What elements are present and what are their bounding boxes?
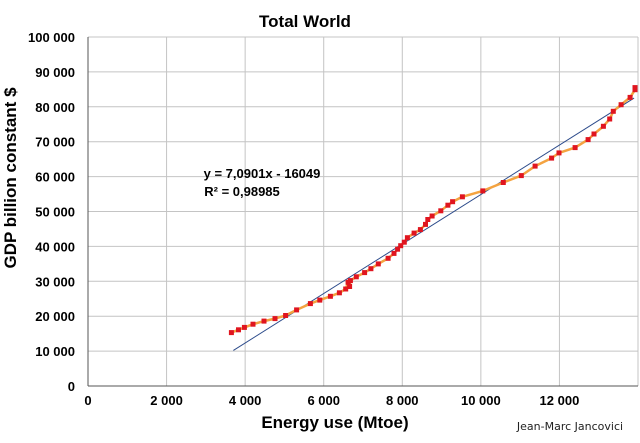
data-point (241, 324, 247, 330)
y-tick-label: 60 000 (35, 170, 75, 185)
data-point (353, 274, 359, 280)
y-axis-title: GDP billion constant $ (1, 87, 20, 269)
data-point (347, 278, 353, 284)
data-point (423, 221, 428, 227)
data-point (459, 194, 465, 200)
data-point (385, 255, 391, 261)
data-point (591, 131, 597, 137)
data-point (549, 155, 555, 161)
data-point (336, 290, 342, 296)
data-point (429, 213, 435, 219)
data-point (445, 202, 451, 208)
x-axis-title: Energy use (Mtoe) (261, 413, 408, 432)
data-point (425, 217, 431, 222)
x-tick-label: 2 000 (150, 393, 183, 408)
y-tick-label: 50 000 (35, 205, 75, 220)
data-point (610, 108, 616, 114)
data-point (500, 180, 506, 185)
data-point (375, 261, 381, 267)
axes (87, 37, 638, 387)
gridlines (87, 36, 639, 387)
data-point (480, 188, 486, 194)
data-point (607, 116, 613, 122)
r-squared: R² = 0,98985 (204, 184, 280, 199)
data-point (556, 150, 562, 156)
y-tick-label: 0 (68, 379, 75, 394)
data-point (294, 307, 300, 313)
y-tick-label: 40 000 (35, 239, 75, 254)
data-point (518, 173, 524, 179)
tick-labels: 0 2 000 4 000 6 000 8 000 10 000 12 000 0 10 000… (28, 30, 579, 408)
data-point (368, 266, 374, 272)
data-point (632, 85, 638, 91)
data-point (228, 330, 234, 336)
data-point (317, 297, 323, 303)
x-tick-label: 12 000 (540, 393, 580, 408)
x-tick-label: 8 000 (386, 393, 419, 408)
data-point (450, 199, 456, 205)
data-point (362, 270, 368, 276)
y-tick-label: 90 000 (35, 65, 75, 80)
data-point (404, 235, 410, 241)
data-point (600, 123, 606, 129)
data-point (401, 239, 407, 245)
data-point (236, 327, 241, 333)
data-point (618, 102, 624, 108)
data-point (585, 137, 591, 143)
y-tick-label: 20 000 (35, 309, 75, 324)
y-tick-label: 10 000 (35, 344, 75, 359)
data-point (438, 208, 444, 214)
data-point (343, 286, 349, 292)
data-series (228, 85, 638, 336)
chart-title: Total World (259, 12, 351, 31)
data-point (572, 145, 578, 151)
y-tick-label: 100 000 (28, 30, 75, 45)
data-point (391, 250, 397, 256)
x-tick-label: 10 000 (461, 393, 501, 408)
y-tick-label: 30 000 (35, 274, 75, 289)
data-point (395, 246, 401, 252)
data-point (261, 318, 267, 324)
x-tick-label: 6 000 (307, 393, 340, 408)
data-point (347, 284, 353, 289)
data-point (398, 243, 404, 249)
author-credit: Jean-Marc Jancovici (516, 420, 623, 433)
data-point (417, 227, 423, 233)
data-point (327, 293, 333, 299)
data-point (627, 94, 633, 100)
data-point (307, 301, 313, 307)
data-point (532, 163, 538, 169)
data-point (411, 230, 417, 236)
data-point (272, 316, 278, 322)
data-point (283, 313, 289, 318)
trendline-equation: y = 7,0901x - 16049 (204, 166, 321, 181)
x-tick-label: 4 000 (229, 393, 262, 408)
y-tick-label: 80 000 (35, 100, 75, 115)
y-tick-label: 70 000 (35, 135, 75, 150)
x-tick-label: 0 (84, 393, 91, 408)
series-line (230, 87, 637, 334)
data-point (250, 321, 256, 327)
